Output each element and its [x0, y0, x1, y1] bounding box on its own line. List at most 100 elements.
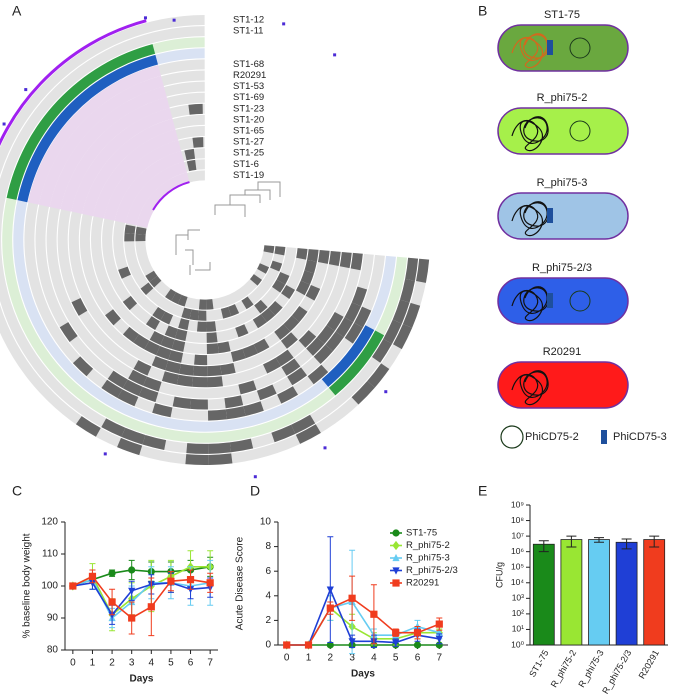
y-tick-label: 10³	[512, 593, 524, 603]
cell	[313, 344, 333, 364]
point	[304, 641, 313, 649]
y-axis-label: % baseline body weight	[22, 533, 33, 638]
cell	[142, 434, 167, 450]
ring-label: ST1-53	[233, 81, 264, 92]
cell	[151, 356, 169, 371]
cell	[238, 380, 257, 395]
cell	[372, 338, 393, 363]
chromosome	[511, 116, 549, 152]
point	[108, 598, 116, 606]
cell	[307, 249, 319, 262]
cell	[283, 315, 300, 332]
chromosome	[511, 201, 549, 237]
y-tick-label: 10¹	[512, 624, 524, 634]
cell	[224, 395, 244, 409]
bar	[643, 539, 666, 646]
y-tick-label: 0	[265, 640, 271, 651]
series-line	[286, 597, 440, 646]
cell	[121, 427, 146, 445]
cell	[306, 337, 325, 356]
cell	[135, 226, 147, 235]
cell	[344, 322, 363, 344]
cell	[161, 371, 179, 385]
y-tick-label: 4	[265, 590, 271, 601]
x-tick-label: 4	[371, 653, 377, 664]
panel-label: D	[250, 483, 260, 499]
cell	[196, 321, 207, 332]
cell	[497, 361, 629, 409]
y-tick-label: 10⁹	[511, 499, 524, 509]
point	[348, 638, 356, 646]
cell	[160, 311, 174, 325]
cell	[339, 251, 352, 269]
point	[435, 635, 443, 643]
bar	[588, 539, 610, 646]
legend-label: ST1-75	[406, 528, 437, 539]
cell	[291, 414, 316, 434]
cell	[276, 271, 290, 285]
point	[88, 572, 97, 580]
cell	[117, 389, 139, 407]
cell-label: R20291	[543, 346, 582, 358]
ring-label: ST1-27	[233, 137, 264, 148]
cell	[220, 362, 236, 376]
cell	[138, 386, 159, 403]
cell	[143, 376, 162, 392]
bar	[560, 539, 583, 646]
cell	[186, 159, 197, 172]
cell	[399, 278, 415, 303]
y-axis-label: Acute Disease Score	[235, 536, 246, 630]
legend-marker	[392, 567, 400, 575]
y-tick-label: 10²	[512, 608, 524, 618]
legend-label: PhiCD75-3	[613, 431, 667, 443]
highlight-wedge	[27, 64, 162, 205]
cell	[274, 246, 286, 256]
cell	[178, 318, 190, 331]
legend-bar	[601, 430, 607, 444]
cell	[75, 416, 101, 437]
cell	[335, 317, 354, 338]
panel-label: C	[12, 483, 22, 499]
ring-label: ST1-68	[233, 59, 264, 70]
legend-marker	[392, 553, 400, 562]
x-tick-label: 2	[109, 658, 115, 669]
error-bar	[594, 537, 604, 543]
cell	[235, 324, 249, 338]
marker-dot	[323, 446, 327, 450]
cell	[152, 403, 173, 418]
x-tick-label: 3	[129, 658, 135, 669]
cell	[497, 24, 629, 72]
cell	[145, 316, 160, 330]
x-tick-label: 1	[90, 658, 96, 669]
cell	[291, 306, 308, 323]
cell	[206, 332, 218, 343]
cell	[107, 370, 128, 389]
y-tick-label: 10⁰	[511, 639, 524, 649]
y-tick-label: 80	[47, 645, 59, 656]
x-tick-label: R_phi75-2/3	[600, 648, 633, 695]
cell	[59, 322, 78, 343]
cell	[305, 284, 321, 301]
prophage-3	[547, 40, 553, 55]
legend-marker	[392, 540, 400, 551]
y-tick-label: 2	[265, 615, 271, 626]
point	[283, 641, 291, 649]
y-tick-label: 8	[265, 541, 271, 552]
cell	[118, 266, 131, 279]
cell	[197, 310, 207, 321]
cell	[133, 360, 152, 376]
cell	[326, 311, 344, 331]
y-tick-label: 10⁵	[511, 561, 524, 571]
cell	[351, 286, 368, 307]
cell	[354, 306, 372, 328]
cell	[497, 277, 629, 325]
bar	[532, 543, 555, 646]
ring-label: ST1-65	[233, 126, 264, 137]
cell-label: ST1-75	[544, 9, 580, 21]
point	[348, 594, 356, 602]
x-tick-label: R_phi75-3	[576, 648, 605, 689]
cell	[71, 298, 88, 316]
cell	[268, 300, 283, 316]
prophage-3	[547, 208, 553, 223]
cell	[243, 401, 264, 416]
